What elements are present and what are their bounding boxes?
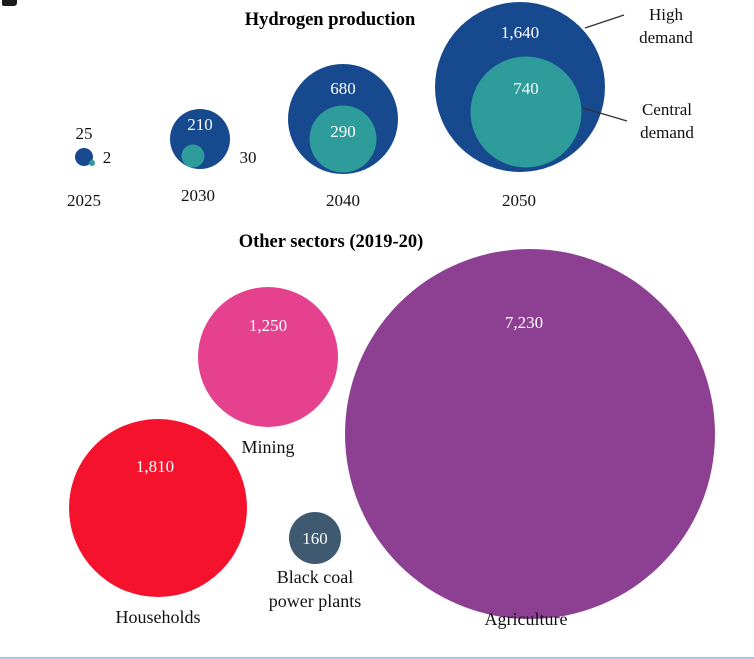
bubble-2030-central xyxy=(181,144,205,168)
other-sectors-title: Other sectors (2019-20) xyxy=(238,232,424,252)
legend-high-demand: High demand xyxy=(639,5,693,47)
value-2050-central: 740 xyxy=(513,79,539,98)
bubble-2025-central xyxy=(89,160,95,166)
year-label-2025: 2025 xyxy=(67,191,101,210)
label-black-coal-line1: Black coal xyxy=(276,567,354,587)
bubble-2025-high xyxy=(75,148,93,166)
cropped-artifact xyxy=(2,0,17,6)
bubble-2040-central xyxy=(309,105,377,173)
label-mining: Mining xyxy=(241,437,295,457)
value-mining: 1,250 xyxy=(248,316,288,335)
legend-central-demand: Central demand xyxy=(640,100,694,142)
bubble-households xyxy=(69,419,247,597)
bubble-2050-central xyxy=(470,56,582,168)
bottom-edge-line xyxy=(0,657,754,659)
year-label-2050: 2050 xyxy=(502,191,536,210)
value-2040-high: 680 xyxy=(330,79,356,98)
value-households: 1,810 xyxy=(135,457,175,476)
label-black-coal-line2: power plants xyxy=(268,591,362,611)
value-2050-high: 1,640 xyxy=(500,23,540,42)
year-label-2040: 2040 xyxy=(326,191,360,210)
bubble-mining xyxy=(198,287,338,427)
value-black-coal: 160 xyxy=(302,529,328,548)
year-label-2030: 2030 xyxy=(181,186,215,205)
bubble-black-coal xyxy=(289,512,341,564)
high-demand-connector-line xyxy=(584,14,625,29)
value-agriculture: 7,230 xyxy=(504,313,544,332)
value-2040-central: 290 xyxy=(330,122,356,141)
value-2030-central: 30 xyxy=(239,148,257,167)
value-2025-central: 2 xyxy=(102,148,112,167)
value-2025-high: 25 xyxy=(75,124,93,143)
bubble-agriculture xyxy=(345,249,715,619)
label-agriculture: Agriculture xyxy=(484,609,568,629)
hydrogen-section-title: Hydrogen production xyxy=(244,10,416,30)
label-households: Households xyxy=(115,607,201,627)
value-2030-high: 210 xyxy=(187,115,213,134)
